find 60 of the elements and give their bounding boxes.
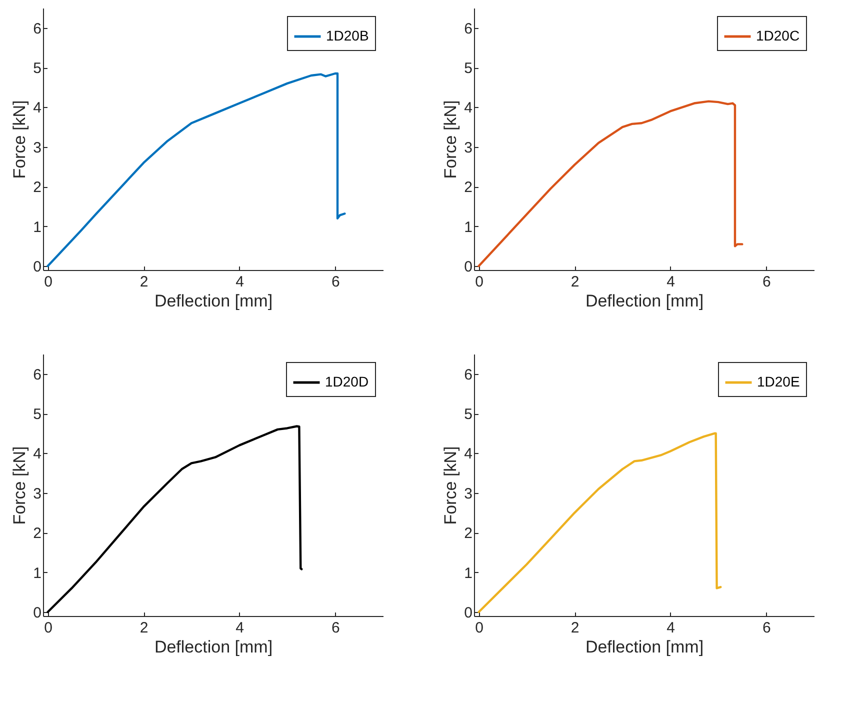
- x-tick-label: 4: [666, 274, 676, 290]
- y-tick-label: 1: [33, 564, 42, 582]
- y-tick-label: 3: [33, 485, 42, 502]
- y-tick-label: 2: [464, 179, 472, 196]
- x-tick-label: 2: [570, 620, 580, 636]
- y-tick-label: 5: [33, 60, 42, 78]
- x-tick-label: 0: [475, 620, 484, 636]
- x-tick-label: 0: [44, 620, 52, 636]
- x-tick-label: 6: [762, 620, 771, 636]
- x-axis-title: Deflection [mm]: [154, 292, 273, 310]
- y-tick-label: 1: [464, 218, 472, 236]
- y-tick-label: 4: [33, 446, 42, 463]
- y-tick-label: 5: [33, 406, 42, 424]
- y-tick-label: 5: [464, 60, 472, 78]
- x-axis-title: Deflection [mm]: [585, 638, 704, 656]
- y-tick-label: 6: [464, 20, 472, 38]
- y-tick-label: 1: [33, 218, 42, 236]
- y-axis-title: Force [kN]: [441, 100, 460, 179]
- legend-label: 1D20D: [325, 374, 369, 390]
- y-tick-label: 4: [464, 100, 472, 117]
- y-tick-label: 3: [464, 485, 472, 502]
- x-tick-label: 2: [140, 274, 148, 290]
- y-tick-label: 5: [464, 406, 472, 424]
- y-tick-label: 0: [464, 258, 472, 276]
- x-tick-label: 2: [140, 620, 148, 636]
- x-tick-label: 4: [236, 274, 244, 290]
- y-tick-label: 1: [464, 564, 472, 582]
- x-tick-label: 6: [331, 620, 340, 636]
- x-tick-label: 0: [44, 274, 52, 290]
- y-axis-title: Force [kN]: [10, 100, 30, 179]
- line-series: [46, 425, 303, 614]
- x-tick-label: 6: [762, 274, 771, 290]
- legend-label: 1D20E: [757, 374, 800, 390]
- y-tick-label: 3: [33, 139, 42, 156]
- y-tick-label: 2: [33, 525, 42, 542]
- y-tick-label: 4: [464, 446, 472, 463]
- x-tick-label: 4: [666, 620, 676, 636]
- x-axis-title: Deflection [mm]: [585, 292, 704, 310]
- x-tick-label: 2: [570, 274, 580, 290]
- y-tick-label: 2: [33, 179, 42, 196]
- y-tick-label: 6: [33, 366, 42, 384]
- line-series: [46, 72, 346, 268]
- y-axis-title: Force [kN]: [441, 446, 460, 525]
- y-axis-title: Force [kN]: [10, 446, 30, 525]
- y-tick-label: 4: [33, 100, 42, 117]
- y-tick-label: 6: [33, 20, 42, 38]
- x-axis-title: Deflection [mm]: [154, 638, 273, 656]
- line-series: [478, 432, 722, 614]
- y-tick-label: 0: [33, 604, 42, 622]
- y-tick-label: 0: [464, 604, 472, 622]
- y-tick-label: 6: [464, 366, 472, 384]
- x-tick-label: 4: [236, 620, 244, 636]
- line-series: [478, 100, 744, 268]
- x-tick-label: 6: [331, 274, 340, 290]
- legend-label: 1D20C: [756, 28, 800, 44]
- y-tick-label: 2: [464, 525, 472, 542]
- y-tick-label: 3: [464, 139, 472, 156]
- y-tick-label: 0: [33, 258, 42, 276]
- legend-label: 1D20B: [326, 28, 369, 44]
- x-tick-label: 0: [475, 274, 484, 290]
